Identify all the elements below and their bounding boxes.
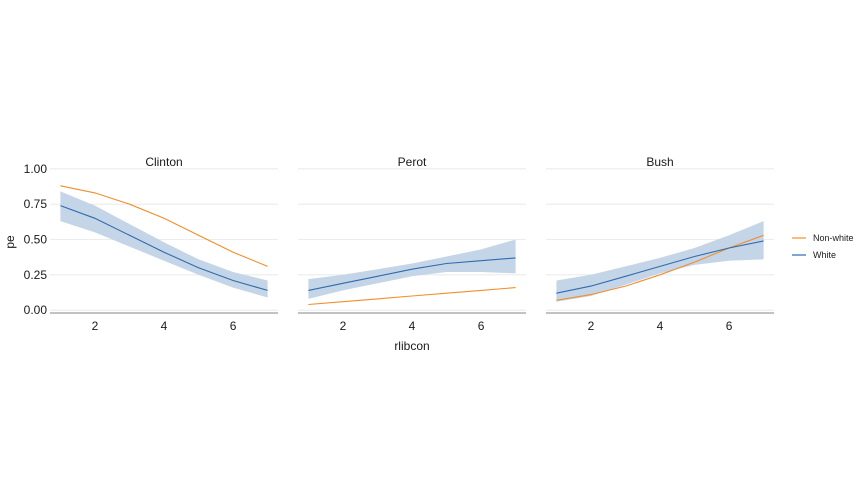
x-tick-label: 4 [161, 319, 168, 333]
y-tick-label: 1.00 [24, 162, 48, 176]
x-tick-label: 6 [726, 319, 733, 333]
x-tick-label: 6 [230, 319, 237, 333]
x-tick-label: 4 [409, 319, 416, 333]
legend: Non-white White [792, 233, 854, 260]
y-tick-label: 0.75 [24, 197, 48, 211]
confidence-band-white [556, 221, 764, 302]
legend-label: Non-white [813, 233, 854, 243]
series-line-non-white [308, 287, 516, 306]
x-tick-label: 4 [657, 319, 664, 333]
y-tick-label: 0.00 [24, 303, 48, 317]
series-line-non-white [60, 185, 268, 267]
series-line-white [60, 205, 268, 291]
series-line-white [308, 257, 516, 291]
x-tick-label: 2 [340, 319, 347, 333]
facet-panel-bush: Bush 2 4 6 [546, 155, 774, 333]
facet-panel-perot: Perot 2 4 6 [298, 155, 526, 333]
y-tick-label: 0.25 [24, 268, 48, 282]
x-axis-title: rlibcon [394, 339, 429, 353]
y-axis-title: pe [3, 235, 17, 249]
series-line-white [556, 240, 764, 294]
y-tick-label: 0.50 [24, 233, 48, 247]
facet-title: Perot [398, 155, 427, 169]
facet-title: Clinton [145, 155, 182, 169]
confidence-band-white [60, 191, 268, 298]
x-tick-label: 6 [478, 319, 485, 333]
facet-title: Bush [646, 155, 673, 169]
legend-label: White [813, 250, 836, 260]
x-tick-label: 2 [588, 319, 595, 333]
facet-panel-clinton: Clinton 2 4 6 [50, 155, 278, 333]
x-tick-label: 2 [92, 319, 99, 333]
